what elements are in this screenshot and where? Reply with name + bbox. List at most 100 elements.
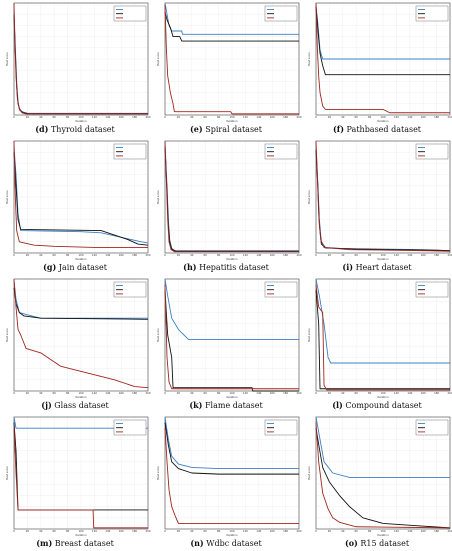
panel-title: Hepatitis dataset xyxy=(196,263,269,272)
panel-title: Glass dataset xyxy=(51,401,109,410)
x-tick-label: 80 xyxy=(66,529,70,533)
line-chart: 0 20 40 60 80 100 120 140 160 180 200 Iteration Best… xyxy=(307,2,452,123)
x-tick-label: 80 xyxy=(368,253,372,257)
x-tick-label: 80 xyxy=(66,115,70,119)
x-axis-label: Iteration xyxy=(377,119,388,123)
x-tick-label: 20 xyxy=(26,529,30,533)
x-axis-label: Iteration xyxy=(75,533,86,537)
panel-caption: (n) Wdbc dataset xyxy=(151,536,301,550)
x-tick-label: 20 xyxy=(177,253,181,257)
panel-title: Spiral dataset xyxy=(202,125,262,134)
series-line xyxy=(315,140,451,252)
chart-panel: 0 20 40 60 80 100 120 140 160 180 200 Iteration Best… xyxy=(0,0,151,136)
chart-panel: 0 20 40 60 80 100 120 140 160 180 200 Iteration Best… xyxy=(302,138,452,274)
x-tick-label: 20 xyxy=(177,529,181,533)
line-chart: 0 20 40 60 80 100 120 140 160 180 200 Iteration Best… xyxy=(156,416,302,537)
chart-panel: 0 20 40 60 80 100 120 140 160 180 200 Iteration Best… xyxy=(151,276,302,412)
panel-letter: (i) xyxy=(342,262,354,272)
x-axis-label: Iteration xyxy=(75,257,86,261)
series-line xyxy=(315,2,450,114)
plot-frame xyxy=(13,416,149,530)
x-tick-label: 0 xyxy=(315,253,317,257)
x-tick-label: 60 xyxy=(204,115,208,119)
x-tick-label: 160 xyxy=(119,253,124,257)
plot-frame xyxy=(315,140,451,254)
x-tick-label: 200 xyxy=(448,115,452,119)
x-tick-label: 80 xyxy=(66,391,70,395)
x-axis-label: Iteration xyxy=(377,395,388,399)
panel-letter: (n) xyxy=(190,538,204,548)
x-tick-label: 80 xyxy=(217,529,221,533)
x-tick-label: 160 xyxy=(270,115,275,119)
x-tick-label: 100 xyxy=(230,529,235,533)
x-tick-label: 140 xyxy=(407,115,412,119)
x-tick-label: 140 xyxy=(105,115,110,119)
x-tick-label: 100 xyxy=(230,115,235,119)
x-tick-label: 60 xyxy=(204,253,208,257)
x-tick-label: 60 xyxy=(53,529,57,533)
x-tick-label: 0 xyxy=(315,391,317,395)
x-tick-label: 140 xyxy=(256,391,261,395)
x-tick-label: 100 xyxy=(230,253,235,257)
x-tick-label: 200 xyxy=(297,391,302,395)
x-tick-label: 120 xyxy=(394,529,399,533)
x-tick-label: 120 xyxy=(394,253,399,257)
panel-title: Pathbased dataset xyxy=(343,125,422,134)
panel-letter: (d) xyxy=(35,124,49,134)
line-chart: 0 20 40 60 80 100 120 140 160 180 200 Iteration Best… xyxy=(5,416,151,537)
x-tick-label: 160 xyxy=(119,391,124,395)
plot-frame xyxy=(164,2,300,116)
x-tick-label: 80 xyxy=(217,253,221,257)
x-tick-label: 60 xyxy=(355,529,359,533)
x-tick-label: 100 xyxy=(381,529,386,533)
x-tick-label: 0 xyxy=(164,391,166,395)
x-tick-label: 60 xyxy=(204,529,208,533)
panel-caption: (o) R15 dataset xyxy=(302,536,452,550)
x-tick-label: 200 xyxy=(448,391,452,395)
x-tick-label: 40 xyxy=(190,253,194,257)
x-tick-label: 40 xyxy=(341,391,345,395)
panel-title: Jain dataset xyxy=(56,263,107,272)
x-tick-label: 0 xyxy=(315,529,317,533)
x-tick-label: 200 xyxy=(297,115,302,119)
series-line xyxy=(164,290,299,392)
panel-letter: (g) xyxy=(43,262,57,272)
x-tick-label: 180 xyxy=(283,115,288,119)
panel-letter: (f) xyxy=(332,124,344,134)
x-tick-label: 180 xyxy=(132,391,137,395)
x-tick-label: 40 xyxy=(39,529,43,533)
panel-title: Breast dataset xyxy=(52,539,114,548)
line-chart: 0 20 40 60 80 100 120 140 160 180 200 Iteration Best… xyxy=(156,2,302,123)
panel-letter: (j) xyxy=(41,400,52,410)
series-line xyxy=(13,416,148,429)
y-axis-label: Best score xyxy=(156,328,160,342)
panel-title: Compound dataset xyxy=(342,401,422,410)
x-tick-label: 180 xyxy=(434,529,439,533)
y-axis-label: Best score xyxy=(307,328,311,342)
x-axis-label: Iteration xyxy=(226,257,237,261)
x-tick-label: 100 xyxy=(79,115,84,119)
panel-title: Heart dataset xyxy=(353,263,412,272)
series-line xyxy=(164,140,299,253)
panel-title: Wdbc dataset xyxy=(203,539,262,548)
x-tick-label: 160 xyxy=(421,253,426,257)
y-axis-label: Best score xyxy=(5,52,9,66)
series-line xyxy=(164,278,299,340)
x-tick-label: 120 xyxy=(243,253,248,257)
y-axis-label: Best score xyxy=(307,52,311,66)
x-tick-label: 20 xyxy=(26,115,30,119)
plot-frame xyxy=(164,416,300,530)
series-line xyxy=(164,428,299,524)
x-tick-label: 100 xyxy=(381,253,386,257)
x-tick-label: 120 xyxy=(92,115,97,119)
x-tick-label: 120 xyxy=(243,529,248,533)
x-tick-label: 120 xyxy=(394,391,399,395)
x-tick-label: 80 xyxy=(66,253,70,257)
x-tick-label: 100 xyxy=(381,115,386,119)
x-tick-label: 200 xyxy=(146,115,151,119)
x-tick-label: 160 xyxy=(270,253,275,257)
panel-caption: (l) Compound dataset xyxy=(302,398,452,412)
panel-letter: (h) xyxy=(183,262,197,272)
x-tick-label: 120 xyxy=(394,115,399,119)
